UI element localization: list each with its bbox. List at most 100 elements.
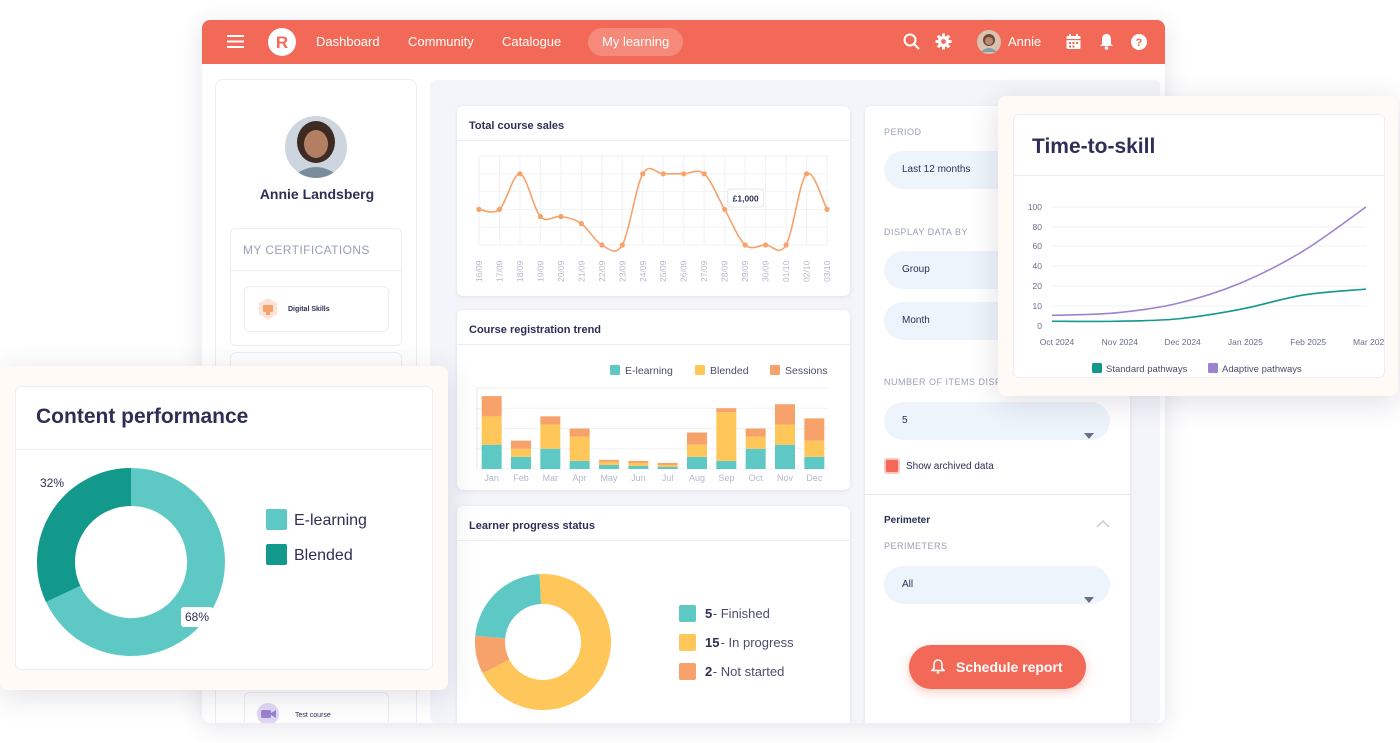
divider — [231, 270, 401, 271]
items-select[interactable]: 5 — [884, 402, 1110, 440]
donut-segment — [482, 574, 611, 710]
user-name[interactable]: Annie — [1008, 34, 1042, 49]
menu-icon[interactable] — [227, 34, 244, 54]
x-tick-label: 20/09 — [556, 260, 566, 282]
sales-point — [762, 242, 769, 248]
learner-progress-chart: 5 - Finished 15 - In progress 2 - Not star… — [475, 574, 794, 710]
certifications-panel: MY CERTIFICATIONS Digital Skills — [230, 228, 402, 346]
bar-segment — [716, 412, 737, 461]
perimeters-label: PERIMETERS — [884, 541, 948, 551]
legend-swatch — [610, 365, 620, 375]
bar-segment — [804, 456, 825, 469]
x-tick-label: 23/09 — [617, 260, 627, 282]
sales-point — [824, 206, 830, 212]
x-tick-label: Feb 2025 — [1290, 337, 1326, 347]
legend-count: 2 — [705, 664, 712, 679]
bar-segment — [657, 464, 678, 467]
total-course-sales-card: Total course sales 16/09 17/09 18/09 19/09 2… — [457, 106, 850, 296]
x-tick-label: 24/09 — [638, 260, 648, 282]
period-label: PERIOD — [884, 127, 922, 137]
course-item[interactable]: Test course — [244, 692, 389, 723]
archived-checkbox[interactable] — [884, 458, 900, 474]
bar-segment — [628, 462, 649, 466]
legend-label: E-learning — [625, 365, 673, 377]
divider — [457, 540, 850, 541]
legend-label: Blended — [294, 547, 353, 564]
bar-segment — [511, 440, 531, 449]
legend-count: 5 — [705, 606, 712, 621]
time-to-skill-title: Time-to-skill — [1032, 135, 1156, 158]
sales-point — [537, 213, 544, 220]
gear-icon[interactable] — [935, 33, 952, 55]
search-icon[interactable] — [903, 33, 920, 55]
bar-segment — [775, 444, 795, 469]
bar-segment — [804, 418, 825, 441]
items-label: NUMBER OF ITEMS DISPL — [884, 377, 1008, 387]
x-tick-label: 19/09 — [535, 260, 545, 282]
x-tick-label: Jul — [662, 473, 674, 483]
tooltip-label: £1,000 — [733, 194, 759, 204]
y-tick-label: 60 — [1033, 241, 1043, 251]
legend-count: 15 — [705, 635, 719, 650]
divider — [16, 449, 432, 450]
bar-segment — [745, 448, 766, 469]
bar-segment — [775, 424, 795, 445]
learner-progress-status-card: Learner progress status 5 - Finished 15 -… — [457, 506, 850, 723]
sales-point — [681, 171, 687, 177]
tooltip-box — [727, 188, 765, 208]
user-avatar[interactable] — [977, 30, 1001, 59]
help-icon[interactable]: ? — [1131, 34, 1147, 55]
legend-swatch — [770, 365, 780, 375]
legend-label: Blended — [710, 365, 749, 377]
nav-catalogue[interactable]: Catalogue — [502, 34, 562, 49]
bar-segment — [540, 448, 561, 469]
calendar-icon[interactable] — [1066, 34, 1081, 55]
legend-label: Standard pathways — [1106, 364, 1188, 375]
nav-my-learning[interactable]: My learning — [588, 28, 684, 56]
x-tick-label: 17/09 — [494, 260, 504, 282]
bar-segment — [481, 396, 502, 417]
bell-icon — [930, 659, 946, 679]
content-performance-title: Content performance — [36, 405, 249, 428]
x-tick-label: 18/09 — [515, 260, 525, 282]
x-tick-label: Jun — [631, 473, 646, 483]
total-course-sales-chart: 16/09 17/09 18/09 19/09 20/09 21/09 22/09 23/09… — [474, 155, 832, 282]
x-tick-label: Feb — [513, 473, 529, 483]
legend-label: - Finished — [713, 606, 770, 621]
bell-icon[interactable] — [1099, 33, 1114, 55]
x-tick-label: 22/09 — [597, 260, 607, 282]
certification-item[interactable]: Digital Skills — [244, 286, 389, 332]
card-title: Total course sales — [469, 120, 565, 132]
x-tick-label: 29/09 — [740, 260, 750, 282]
logo-icon[interactable]: R — [268, 28, 296, 61]
sales-point — [742, 242, 748, 248]
perimeters-value: All — [902, 579, 914, 590]
donut-segment — [475, 635, 510, 674]
x-tick-label: 28/09 — [720, 260, 730, 282]
sales-point — [476, 206, 482, 212]
time-to-skill-overlay: Time-to-skill 100 80 60 40 20 10 0 Oct 2024 Nov … — [998, 96, 1398, 396]
sales-point — [599, 242, 605, 248]
schedule-report-button[interactable]: Schedule report — [909, 645, 1086, 689]
bar-segment — [657, 462, 678, 465]
nav-dashboard[interactable]: Dashboard — [316, 34, 380, 49]
sales-point — [640, 171, 646, 177]
divider — [457, 344, 850, 345]
bar-segment — [511, 456, 531, 469]
x-tick-label: Jan — [484, 473, 499, 483]
data-label: 32% — [40, 476, 64, 490]
nav-community[interactable]: Community — [408, 34, 474, 49]
legend-swatch — [266, 544, 287, 565]
bar-segment — [481, 444, 502, 469]
sales-point — [517, 171, 523, 177]
perimeters-select[interactable]: All — [884, 566, 1110, 604]
badge-icon — [257, 297, 279, 326]
bar-segment — [716, 408, 737, 413]
bar-segment — [599, 464, 619, 469]
card-title: Learner progress status — [469, 520, 595, 532]
chevron-up-icon[interactable] — [1096, 515, 1110, 533]
top-navigation-bar: R Dashboard Community Catalogue My learn… — [202, 20, 1165, 64]
sales-point — [578, 221, 584, 227]
sales-point — [660, 171, 666, 177]
x-tick-label: 26/09 — [679, 260, 689, 282]
